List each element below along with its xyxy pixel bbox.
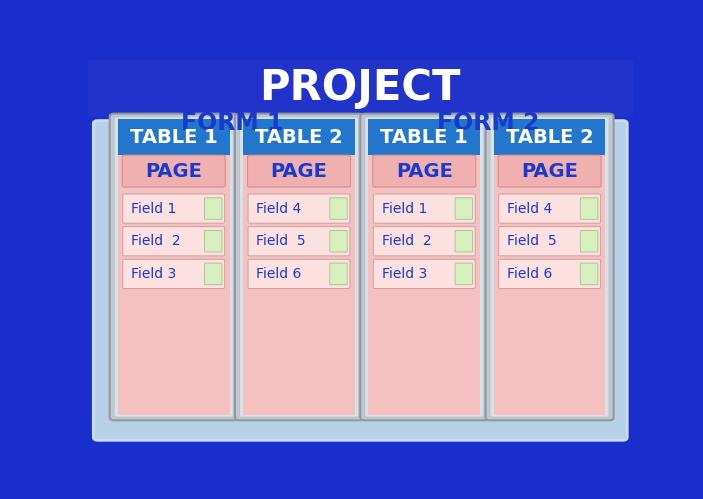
FancyBboxPatch shape bbox=[486, 114, 614, 420]
Text: FORM 1: FORM 1 bbox=[181, 111, 283, 135]
Bar bbox=[494, 119, 605, 155]
FancyBboxPatch shape bbox=[361, 114, 489, 420]
Text: Field 1: Field 1 bbox=[382, 202, 427, 216]
FancyBboxPatch shape bbox=[93, 121, 627, 440]
Text: Field  5: Field 5 bbox=[507, 234, 557, 248]
FancyBboxPatch shape bbox=[498, 227, 600, 256]
Bar bbox=[118, 155, 229, 415]
FancyBboxPatch shape bbox=[123, 227, 225, 256]
FancyBboxPatch shape bbox=[239, 117, 359, 417]
Bar bbox=[494, 155, 605, 415]
Text: TABLE 2: TABLE 2 bbox=[255, 128, 343, 147]
FancyBboxPatch shape bbox=[330, 198, 347, 220]
FancyBboxPatch shape bbox=[114, 117, 233, 417]
Text: TABLE 1: TABLE 1 bbox=[380, 128, 468, 147]
Bar bbox=[368, 155, 480, 415]
FancyBboxPatch shape bbox=[581, 198, 598, 220]
FancyBboxPatch shape bbox=[498, 259, 600, 288]
Bar bbox=[243, 119, 355, 155]
FancyBboxPatch shape bbox=[248, 259, 350, 288]
Text: Field  2: Field 2 bbox=[131, 234, 181, 248]
FancyBboxPatch shape bbox=[110, 114, 238, 420]
FancyBboxPatch shape bbox=[248, 194, 350, 223]
FancyBboxPatch shape bbox=[123, 259, 225, 288]
Text: TABLE 1: TABLE 1 bbox=[130, 128, 217, 147]
FancyBboxPatch shape bbox=[498, 194, 600, 223]
FancyBboxPatch shape bbox=[122, 155, 225, 187]
FancyBboxPatch shape bbox=[581, 263, 598, 284]
Text: PAGE: PAGE bbox=[146, 162, 202, 181]
FancyBboxPatch shape bbox=[248, 227, 350, 256]
FancyBboxPatch shape bbox=[373, 259, 475, 288]
Text: FORM 2: FORM 2 bbox=[437, 111, 539, 135]
Text: Field 4: Field 4 bbox=[507, 202, 552, 216]
FancyBboxPatch shape bbox=[365, 117, 484, 417]
FancyBboxPatch shape bbox=[581, 231, 598, 252]
Text: PAGE: PAGE bbox=[271, 162, 328, 181]
FancyBboxPatch shape bbox=[498, 155, 601, 187]
FancyBboxPatch shape bbox=[373, 155, 476, 187]
Text: TABLE 2: TABLE 2 bbox=[505, 128, 593, 147]
Bar bbox=[368, 119, 480, 155]
FancyBboxPatch shape bbox=[247, 155, 351, 187]
Text: Field 6: Field 6 bbox=[256, 267, 302, 281]
Text: PAGE: PAGE bbox=[521, 162, 578, 181]
Text: PROJECT: PROJECT bbox=[259, 67, 461, 109]
FancyBboxPatch shape bbox=[205, 263, 222, 284]
FancyBboxPatch shape bbox=[373, 227, 475, 256]
Text: PAGE: PAGE bbox=[396, 162, 453, 181]
Text: Field 3: Field 3 bbox=[131, 267, 176, 281]
Text: Field  5: Field 5 bbox=[256, 234, 306, 248]
FancyBboxPatch shape bbox=[490, 117, 610, 417]
Bar bbox=[118, 119, 229, 155]
Text: Field 3: Field 3 bbox=[382, 267, 427, 281]
FancyBboxPatch shape bbox=[205, 198, 222, 220]
Text: Field 1: Field 1 bbox=[131, 202, 176, 216]
FancyBboxPatch shape bbox=[455, 231, 472, 252]
Text: Field  2: Field 2 bbox=[382, 234, 431, 248]
Text: Field 4: Field 4 bbox=[256, 202, 302, 216]
Text: Field 6: Field 6 bbox=[507, 267, 553, 281]
FancyBboxPatch shape bbox=[455, 198, 472, 220]
FancyBboxPatch shape bbox=[205, 231, 222, 252]
FancyBboxPatch shape bbox=[235, 114, 363, 420]
FancyBboxPatch shape bbox=[330, 231, 347, 252]
Bar bbox=[88, 60, 633, 117]
FancyBboxPatch shape bbox=[373, 194, 475, 223]
FancyBboxPatch shape bbox=[330, 263, 347, 284]
Bar bbox=[243, 155, 355, 415]
FancyBboxPatch shape bbox=[455, 263, 472, 284]
FancyBboxPatch shape bbox=[123, 194, 225, 223]
